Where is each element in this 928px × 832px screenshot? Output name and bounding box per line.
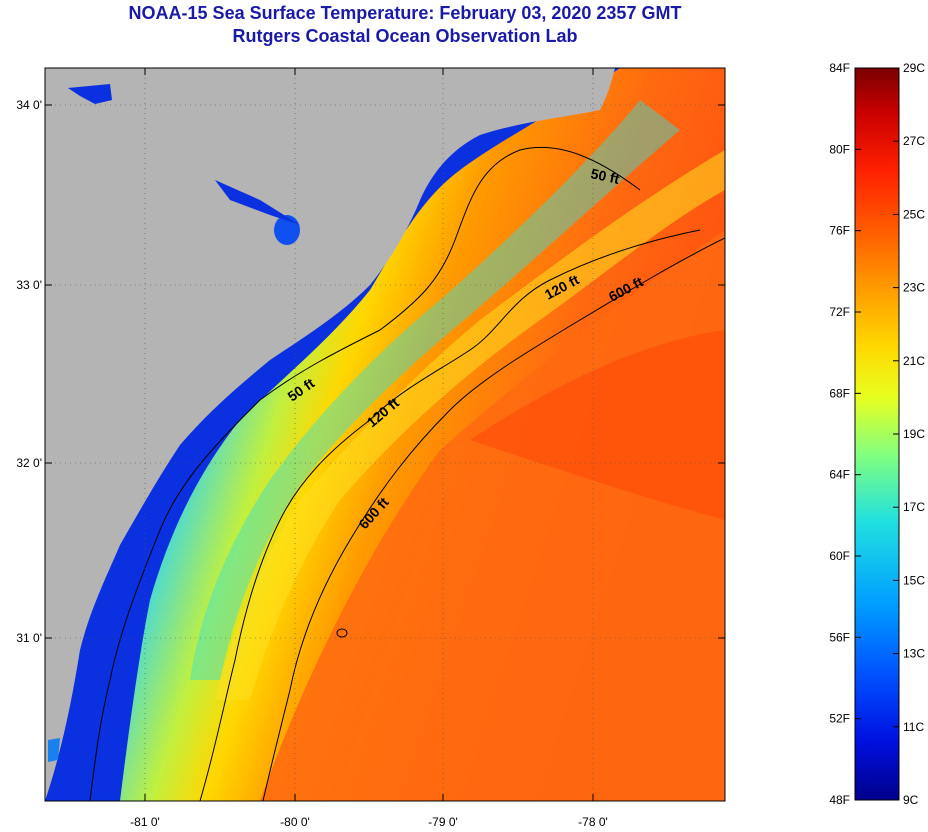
colorbar-f-label: 48F bbox=[829, 793, 850, 807]
axis-ticks bbox=[45, 68, 725, 801]
colorbar-c-label: 23C bbox=[903, 281, 925, 295]
contour-line-600ft bbox=[262, 237, 725, 801]
colorbar-f-label: 76F bbox=[829, 224, 850, 238]
colorbar-f-label: 84F bbox=[829, 61, 850, 75]
lon-label-78: -78 0' bbox=[578, 815, 608, 829]
lon-label-81: -81 0' bbox=[130, 815, 160, 829]
colorbar-f-label: 68F bbox=[829, 386, 850, 400]
lat-label-32: 32 0' bbox=[16, 456, 42, 470]
lon-label-80: -80 0' bbox=[280, 815, 310, 829]
colorbar-f-label: 60F bbox=[829, 549, 850, 563]
map-title: NOAA-15 Sea Surface Temperature: Februar… bbox=[128, 3, 682, 23]
colorbar-ticks bbox=[855, 67, 899, 801]
map-frame bbox=[44, 67, 726, 802]
colorbar-c-label: 19C bbox=[903, 427, 925, 441]
colorbar-f-label: 80F bbox=[829, 142, 850, 156]
lon-label-79: -79 0' bbox=[428, 815, 458, 829]
colorbar-c-label: 21C bbox=[903, 354, 925, 368]
graticule bbox=[45, 68, 725, 801]
inland-lake bbox=[68, 84, 112, 104]
colorbar-c-label: 17C bbox=[903, 500, 925, 514]
colorbar-c-label: 15C bbox=[903, 573, 925, 587]
colorbar-c-label: 27C bbox=[903, 134, 925, 148]
colorbar-c-label: 29C bbox=[903, 61, 925, 75]
map-subtitle: Rutgers Coastal Ocean Observation Lab bbox=[232, 26, 578, 46]
colorbar-c-label: 13C bbox=[903, 647, 925, 661]
colorbar-c-label: 25C bbox=[903, 207, 925, 221]
celsius-scale: 29C 27C 25C 23C 21C 19C 17C 15C 13C 11C 9C bbox=[903, 61, 925, 807]
colorbar-c-label: 9C bbox=[903, 793, 919, 807]
lat-label-31: 31 0' bbox=[16, 631, 42, 645]
colorbar-f-label: 52F bbox=[829, 712, 850, 726]
contour-line-50ft bbox=[89, 146, 641, 801]
temperature-colorbar bbox=[854, 67, 900, 801]
contour-label-50ft-north: 50 ft bbox=[589, 165, 621, 187]
lat-label-33: 33 0' bbox=[16, 278, 42, 292]
colorbar-f-label: 72F bbox=[829, 305, 850, 319]
shelf-transition-zone bbox=[215, 150, 725, 700]
fahrenheit-scale: 84F 80F 76F 72F 68F 64F 60F 56F 52F 48F bbox=[829, 61, 850, 807]
colorbar-c-label: 11C bbox=[903, 720, 924, 734]
lat-label-34: 34 0' bbox=[16, 98, 42, 112]
contour-line-120ft bbox=[199, 229, 701, 801]
colorbar-f-label: 56F bbox=[829, 630, 850, 644]
colorbar-f-label: 64F bbox=[829, 468, 850, 482]
land bbox=[45, 68, 615, 801]
